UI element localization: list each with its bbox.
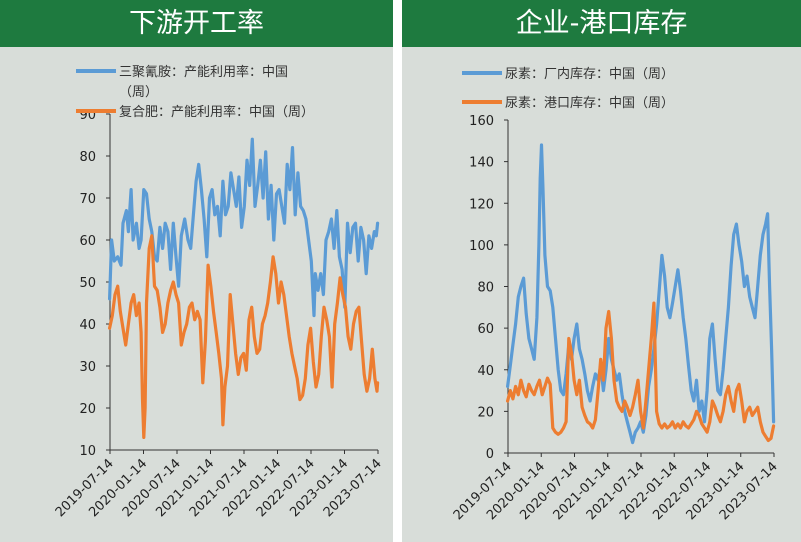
y-tick-label: 40 <box>79 318 96 333</box>
y-tick-label: 0 <box>486 447 494 462</box>
y-tick-label: 80 <box>79 150 96 165</box>
panel-divider <box>393 0 402 542</box>
series-line-1 <box>506 143 776 445</box>
legend-label-1: 三聚氰胺：产能利用率：中国 <box>119 64 288 80</box>
legend-label-2: 尿素：港口库存：中国（周） <box>505 95 674 111</box>
y-tick-label: 20 <box>79 402 96 417</box>
y-tick-label: 120 <box>469 197 494 212</box>
y-tick-label: 20 <box>477 405 494 420</box>
y-tick-label: 30 <box>79 360 96 375</box>
y-tick-label: 160 <box>469 114 494 129</box>
line-chart-right: 0204060801001201401602019-07-142020-01-1… <box>451 66 781 523</box>
y-tick-label: 40 <box>477 364 494 379</box>
chart-title-left: 下游开工率 <box>0 0 393 47</box>
chart-title-right: 企业-港口库存 <box>402 0 801 47</box>
chart-panel-right: 0 20 40 60 80 100 120 140 160 2019-07-14 2020-01-1… <box>402 47 801 542</box>
y-tick-label: 80 <box>477 281 494 296</box>
y-tick-label: 100 <box>469 239 494 254</box>
series-line-2 <box>108 234 380 439</box>
chart-panel-left: 10 20 30 40 50 60 70 80 90 2019-07-14 2020-01-14 20… <box>0 47 393 542</box>
y-tick-label: 60 <box>79 234 96 249</box>
legend-label-1: （周） <box>119 85 158 100</box>
y-tick-label: 10 <box>79 444 96 459</box>
y-tick-label: 140 <box>469 156 494 171</box>
legend-label-1: 尿素：厂内库存：中国（周） <box>505 66 674 82</box>
series-line-2 <box>506 301 776 443</box>
line-chart-left: 1020304050607080902019-07-142020-01-1420… <box>53 64 385 520</box>
y-tick-label: 70 <box>79 192 96 207</box>
legend-label-2: 复合肥：产能利用率：中国（周） <box>119 104 314 120</box>
y-tick-label: 60 <box>477 322 494 337</box>
y-tick-label: 50 <box>79 276 96 291</box>
